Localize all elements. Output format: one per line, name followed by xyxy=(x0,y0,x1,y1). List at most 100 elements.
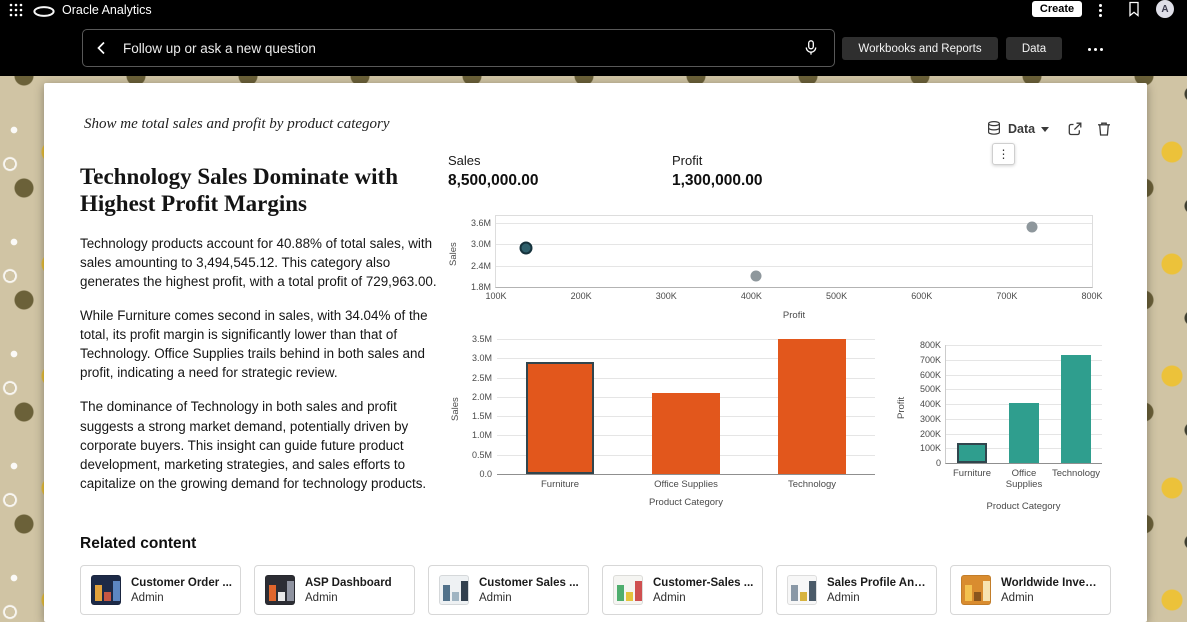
related-card-owner: Admin xyxy=(131,591,164,604)
related-card-title: Customer Sales ... xyxy=(479,576,579,589)
workbook-thumbnail xyxy=(787,575,817,605)
create-button[interactable]: Create xyxy=(1032,1,1082,17)
related-content-heading: Related content xyxy=(80,535,197,552)
related-card-title: Customer-Sales ... xyxy=(653,576,754,589)
more-options-icon[interactable] xyxy=(1086,46,1105,53)
kpi-sales: Sales 8,500,000.00 xyxy=(448,153,539,190)
trash-icon[interactable] xyxy=(1095,120,1113,138)
y-tick-label: 100K xyxy=(919,443,941,454)
bar-office-supplies[interactable] xyxy=(652,392,720,474)
scatter-plot: 1.8M 2.4M 3.0M 3.6M 100K 200K 300K 400K 500K 600K… xyxy=(471,215,1103,301)
y-tick-label: 500K xyxy=(919,384,941,395)
workbook-thumbnail xyxy=(265,575,295,605)
bar-furniture[interactable] xyxy=(526,362,594,474)
related-card-title: Sales Profile Analysis xyxy=(827,576,929,589)
app-title: Oracle Analytics xyxy=(62,3,152,17)
bar-technology[interactable] xyxy=(778,339,846,474)
related-card[interactable]: ASP Dashboard Admin xyxy=(254,565,415,615)
x-category-label: Office Supplies xyxy=(1005,468,1043,490)
related-card[interactable]: Customer-Sales ... Admin xyxy=(602,565,763,615)
workbooks-reports-button[interactable]: Workbooks and Reports xyxy=(842,37,998,60)
y-tick-label: 1.8M xyxy=(470,282,491,292)
x-tick-label: 400K xyxy=(740,291,762,301)
insight-paragraph: Technology products account for 40.88% o… xyxy=(80,236,437,290)
x-tick-label: 800K xyxy=(1081,291,1103,301)
open-in-new-icon[interactable] xyxy=(1066,120,1084,138)
x-tick-label: 500K xyxy=(826,291,848,301)
workbook-thumbnail xyxy=(613,575,643,605)
related-card-title: Customer Order ... xyxy=(131,576,232,589)
x-category-label: Technology xyxy=(787,479,837,490)
oracle-logo-icon xyxy=(33,4,55,17)
related-card[interactable]: Worldwide Inventor... Admin xyxy=(950,565,1111,615)
x-tick-label: 200K xyxy=(570,291,592,301)
kpi-label: Sales xyxy=(448,153,481,168)
gridline xyxy=(946,389,1102,391)
related-content-row: Customer Order ... Admin ASP Dashboard Admi… xyxy=(80,565,1111,615)
y-tick-label: 700K xyxy=(919,354,941,365)
bar-office-supplies[interactable] xyxy=(1009,403,1039,463)
related-card-owner: Admin xyxy=(653,591,686,604)
database-icon xyxy=(986,120,1002,139)
y-tick-label: 1.0M xyxy=(471,430,492,441)
x-category-label: Office Supplies xyxy=(654,479,718,490)
y-tick-label: 300K xyxy=(919,413,941,424)
y-tick-label: 200K xyxy=(919,428,941,439)
viz-kebab-button[interactable]: ⋮ xyxy=(992,143,1015,165)
insight-paragraph: The dominance of Technology in both sale… xyxy=(80,399,427,491)
chevron-down-icon xyxy=(1041,126,1050,132)
bookmark-icon[interactable] xyxy=(1127,1,1141,17)
x-tick-label: 600K xyxy=(911,291,933,301)
y-tick-label: 0.5M xyxy=(471,449,492,460)
bar-technology[interactable] xyxy=(1061,355,1091,463)
question-bar xyxy=(82,29,835,67)
back-chevron-icon[interactable] xyxy=(93,39,111,57)
header-kebab-icon[interactable] xyxy=(1098,3,1103,18)
workbook-thumbnail xyxy=(91,575,121,605)
related-card-owner: Admin xyxy=(479,591,512,604)
gridline xyxy=(496,223,1092,224)
avatar[interactable]: A xyxy=(1156,0,1174,18)
x-tick-label: 300K xyxy=(655,291,677,301)
y-tick-label: 3.0M xyxy=(471,353,492,364)
x-tick-label: 700K xyxy=(996,291,1018,301)
gridline xyxy=(497,339,875,340)
profit-bar-chart: 0 100K 200K 300K 400K 500K 600K 700K 800K Furnitu… xyxy=(920,340,1102,490)
related-card-title: ASP Dashboard xyxy=(305,576,392,589)
profit-chart-x-axis-title: Product Category xyxy=(986,501,1061,512)
related-card[interactable]: Customer Sales ... Admin xyxy=(428,565,589,615)
kpi-profit: Profit 1,300,000.00 xyxy=(672,153,763,190)
y-tick-label: 2.4M xyxy=(470,260,491,271)
y-tick-label: 3.6M xyxy=(470,218,491,228)
y-tick-label: 2.5M xyxy=(471,372,492,383)
y-tick-label: 2.0M xyxy=(471,391,492,402)
workbook-thumbnail xyxy=(961,575,991,605)
question-input[interactable] xyxy=(111,30,802,66)
viz-data-label: Data xyxy=(1008,122,1036,136)
insight-headline: Technology Sales Dominate with Highest P… xyxy=(80,164,398,217)
x-category-label: Furniture xyxy=(952,468,991,479)
related-card-owner: Admin xyxy=(305,591,338,604)
x-category-label: Technology xyxy=(1051,468,1101,479)
sales-chart-x-axis-title: Product Category xyxy=(649,497,723,508)
scatter-point-office-supplies[interactable] xyxy=(750,270,762,282)
gridline xyxy=(946,359,1102,361)
y-tick-label: 800K xyxy=(919,340,941,350)
x-category-label: Furniture xyxy=(540,479,579,490)
kpi-label: Profit xyxy=(672,153,703,168)
data-button[interactable]: Data xyxy=(1006,37,1062,60)
scatter-point-technology[interactable] xyxy=(1026,221,1038,233)
related-card[interactable]: Sales Profile Analysis Admin xyxy=(776,565,937,615)
scatter-point-furniture[interactable] xyxy=(519,241,533,255)
microphone-icon[interactable] xyxy=(802,39,820,57)
app-grid-icon[interactable] xyxy=(9,3,23,17)
gridline xyxy=(946,374,1102,376)
related-card-title: Worldwide Inventor... xyxy=(1001,576,1103,589)
bar-furniture[interactable] xyxy=(957,443,987,463)
sales-bar-chart: 0.0 0.5M 1.0M 1.5M 2.0M 2.5M 3.0M 3.5M Furniture… xyxy=(472,334,875,490)
y-tick-label: 3.5M xyxy=(471,334,492,344)
workbook-thumbnail xyxy=(439,575,469,605)
viz-data-dropdown[interactable]: Data xyxy=(986,118,1050,140)
related-card[interactable]: Customer Order ... Admin xyxy=(80,565,241,615)
